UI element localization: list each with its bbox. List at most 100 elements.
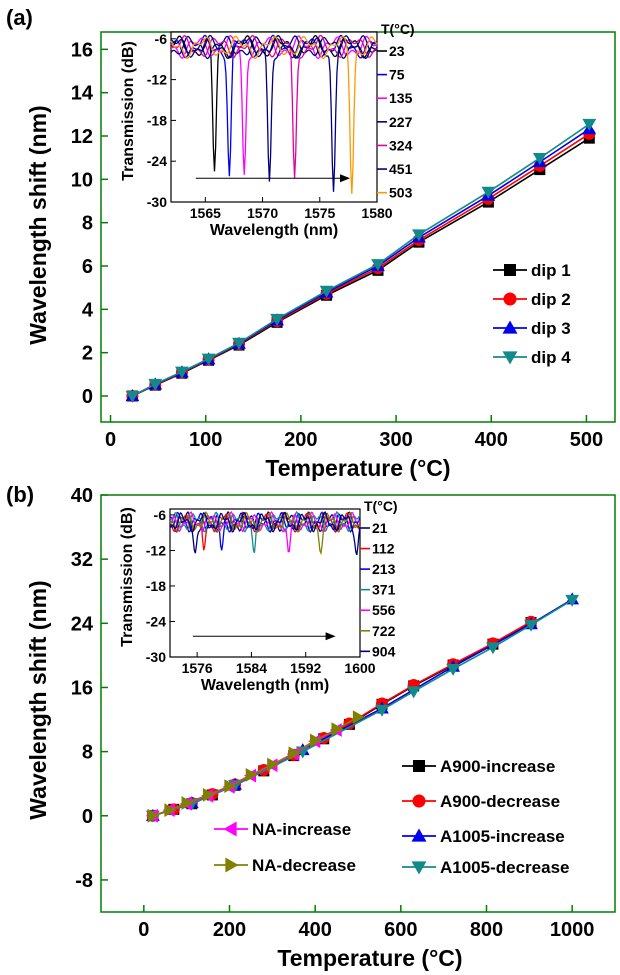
legend-label-dip 2: dip 2: [531, 290, 571, 309]
legend-label-NA-increase: NA-increase: [252, 820, 351, 839]
legend-label-A1005-increase: A1005-increase: [440, 827, 565, 846]
data-point-dip 4: [148, 378, 163, 391]
x-tick-label: 200: [213, 919, 246, 941]
y-tick-label: 12: [71, 126, 93, 148]
y-tick-label: 0: [82, 386, 93, 408]
inset-y-tick-label: -12: [147, 72, 167, 88]
inset-legend-label-23: 23: [389, 43, 405, 59]
inset-x-tick-label: 1565: [190, 205, 221, 221]
inset-x-tick-label: 1600: [344, 660, 375, 676]
y-tick-label: 14: [71, 83, 94, 105]
panel-b-label: (b): [6, 482, 34, 507]
x-tick-label: 200: [284, 429, 317, 451]
data-point-A1005-decrease: [375, 704, 389, 717]
inset-spectrum-324: [170, 34, 378, 179]
y-tick-label: 16: [71, 39, 93, 61]
inset-x-tick-label: 1580: [361, 205, 392, 221]
inset-legend-label-75: 75: [389, 67, 405, 83]
inset-y-tick-label: -12: [146, 542, 166, 558]
data-point-NA-decrease: [310, 733, 323, 748]
legend-marker-dip 4: [502, 351, 518, 365]
inset-x-axis-title: Wavelength (nm): [201, 677, 329, 694]
data-point-A1005-decrease: [406, 686, 421, 699]
data-point-NA-decrease: [352, 710, 365, 725]
inset-legend-label-451: 451: [389, 161, 413, 177]
y-tick-label: 10: [71, 169, 93, 191]
data-point-NA-decrease: [288, 746, 301, 761]
legend-marker-A900-decrease: [412, 794, 426, 808]
legend-label-dip 4: dip 4: [531, 348, 571, 367]
inset-x-axis-title: Wavelength (nm): [210, 222, 338, 239]
data-point-dip 4: [201, 353, 216, 366]
x-tick-label: 1000: [550, 919, 595, 941]
inset-x-tick-label: 1575: [304, 205, 335, 221]
legend-label-dip 3: dip 3: [531, 319, 571, 338]
data-point-dip 4: [481, 186, 496, 199]
data-point-dip 4: [412, 229, 426, 242]
inset-legend-title: T(°C): [364, 498, 398, 514]
y-tick-label: 32: [71, 549, 93, 571]
data-point-dip 4: [582, 118, 597, 131]
inset-legend-label-324: 324: [389, 137, 413, 153]
y-tick-label: 8: [82, 742, 93, 764]
data-point-dip 4: [125, 390, 140, 403]
y-tick-label: 6: [82, 256, 93, 278]
data-point-dip 4: [532, 152, 547, 165]
x-tick-label: 100: [189, 429, 222, 451]
inset-legend-label-556: 556: [372, 602, 396, 618]
data-point-NA-decrease: [245, 767, 258, 782]
inset-y-tick-label: -24: [147, 153, 167, 169]
legend-label-A900-decrease: A900-decrease: [440, 792, 560, 811]
inset-y-tick-label: -6: [155, 31, 168, 47]
inset-y-tick-label: -18: [146, 578, 166, 594]
x-tick-label: 600: [384, 919, 417, 941]
x-tick-label: 400: [298, 919, 331, 941]
inset-arrow-head: [340, 174, 351, 183]
data-point-dip 4: [371, 259, 385, 272]
series-line-dip 4: [132, 123, 590, 397]
inset-y-tick-label: -18: [147, 112, 167, 128]
inset-legend-label-213: 213: [372, 561, 396, 577]
legend-marker-NA-increase: [223, 821, 237, 837]
inset-legend-label-371: 371: [372, 582, 396, 598]
x-tick-label: 400: [475, 429, 508, 451]
legend-marker-A1005-decrease: [411, 861, 427, 875]
inset-x-tick-label: 1584: [236, 660, 267, 676]
inset-x-tick-label: 1576: [182, 660, 213, 676]
legend-marker-dip 1: [504, 264, 516, 276]
data-point-A1005-decrease: [565, 594, 580, 607]
y-tick-label: 24: [71, 613, 94, 635]
inset-spectrum-556: [169, 510, 361, 553]
inset-frame: [170, 31, 378, 203]
inset-y-tick-label: -30: [147, 194, 167, 210]
inset-y-tick-label: -30: [146, 649, 166, 665]
panel-a-label: (a): [6, 5, 33, 30]
inset-spectrum-503: [170, 35, 378, 194]
x-tick-label: 0: [138, 919, 149, 941]
data-point-A1005-decrease: [524, 619, 538, 632]
inset-y-tick-label: -6: [154, 507, 167, 523]
inset-legend-label-227: 227: [389, 114, 413, 130]
inset-legend-label-503: 503: [389, 185, 413, 201]
inset-arrow-head: [325, 632, 336, 641]
inset-legend-label-21: 21: [372, 520, 388, 536]
panel-a-x-axis-title: Temperature (°C): [265, 455, 450, 481]
legend-label-NA-decrease: NA-decrease: [252, 856, 356, 875]
y-tick-label: 0: [82, 806, 93, 828]
inset-spectrum-23: [170, 34, 378, 172]
x-tick-label: 300: [379, 429, 412, 451]
inset-spectrum-904: [169, 511, 361, 556]
inset-legend-title: T(°C): [381, 21, 415, 37]
legend-marker-dip 3: [502, 320, 518, 334]
legend-label-A1005-decrease: A1005-decrease: [440, 858, 569, 877]
data-point-NA-decrease: [267, 757, 280, 772]
data-point-A1005-decrease: [486, 642, 500, 655]
inset-legend-label-904: 904: [372, 643, 396, 659]
data-point-dip 4: [232, 337, 246, 350]
legend-label-A900-increase: A900-increase: [440, 757, 555, 776]
data-point-dip 4: [175, 366, 189, 379]
y-tick-label: 2: [82, 343, 93, 365]
x-tick-label: 500: [570, 429, 603, 451]
inset-legend-label-112: 112: [372, 541, 395, 557]
